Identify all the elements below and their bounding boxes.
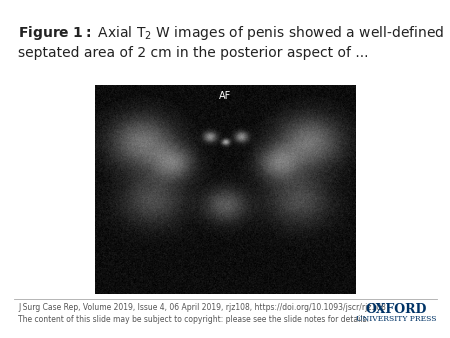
Text: $\mathbf{Figure\ 1:}$ Axial T$_2$ W images of penis showed a well-defined
septat: $\mathbf{Figure\ 1:}$ Axial T$_2$ W imag… [18, 24, 444, 60]
Text: AF: AF [219, 91, 231, 101]
Text: J Surg Case Rep, Volume 2019, Issue 4, 06 April 2019, rjz108, https://doi.org/10: J Surg Case Rep, Volume 2019, Issue 4, 0… [18, 303, 386, 312]
Text: UNIVERSITY PRESS: UNIVERSITY PRESS [356, 315, 436, 323]
Text: OXFORD: OXFORD [365, 303, 427, 315]
Text: The content of this slide may be subject to copyright: please see the slide note: The content of this slide may be subject… [18, 315, 369, 324]
